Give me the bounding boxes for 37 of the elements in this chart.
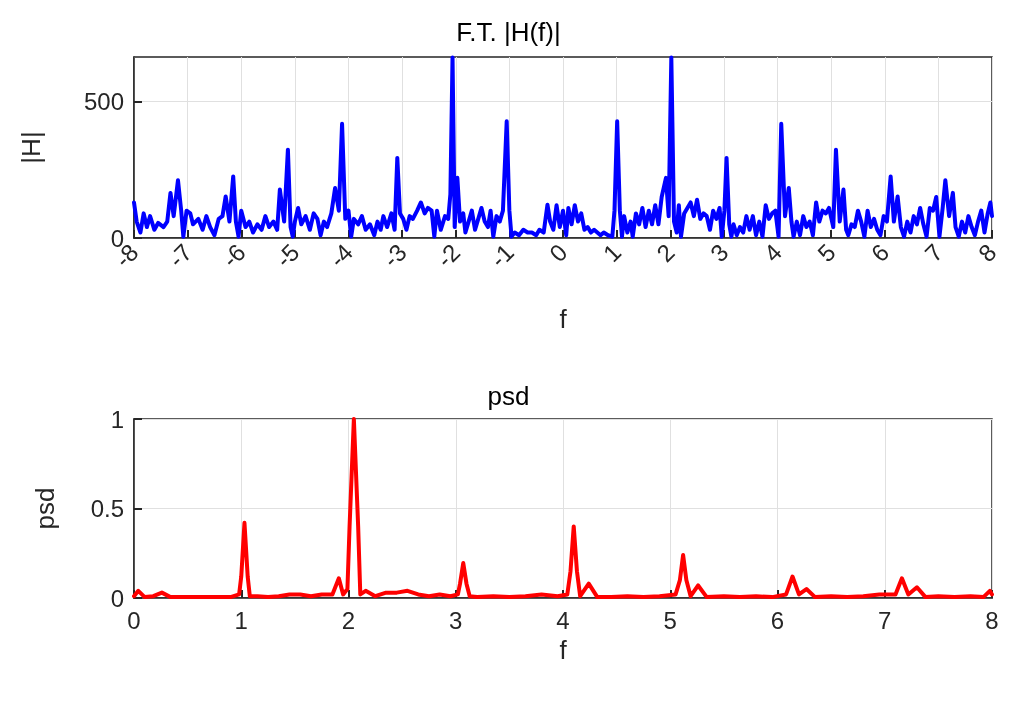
x-axis-title: f [559, 304, 568, 334]
x-tick-label: -7 [163, 238, 198, 273]
x-tick-label: -4 [323, 238, 359, 273]
x-tick-label: -6 [216, 238, 251, 273]
chart-title: psd [487, 381, 530, 411]
x-tick-label: -1 [484, 238, 519, 273]
y-tick-label: 0 [110, 584, 124, 612]
x-tick-label: -5 [270, 238, 305, 273]
x-tick-label: 6 [865, 238, 895, 267]
y-tick-label: 0.5 [90, 495, 124, 522]
y-tick-label: 500 [83, 87, 124, 115]
x-tick-label: 2 [341, 606, 356, 634]
x-tick-label: 8 [985, 606, 999, 634]
x-tick-label: 3 [449, 606, 463, 634]
x-tick-label: 0 [127, 606, 141, 634]
x-tick-label: 2 [651, 238, 680, 267]
x-tick-label: 1 [597, 238, 627, 267]
x-tick-label: 7 [878, 606, 892, 634]
x-tick-label: 8 [973, 238, 1002, 267]
y-axis-title: psd [30, 487, 60, 530]
x-tick-label: -3 [377, 238, 412, 273]
x-axis-title: f [559, 634, 568, 665]
x-tick-label: 4 [758, 238, 788, 267]
chart-title: F.T. |H(f)| [456, 17, 561, 47]
x-tick-label: 4 [556, 606, 570, 634]
y-axis-title: |H| [16, 131, 46, 164]
x-tick-label: 7 [919, 238, 948, 267]
x-tick-label: 5 [663, 606, 677, 634]
x-tick-label: 0 [544, 238, 573, 267]
y-tick-label: 1 [110, 405, 124, 433]
line-series [132, 417, 994, 600]
x-tick-label: 1 [234, 606, 248, 634]
x-tick-label: 6 [770, 606, 785, 634]
x-tick-label: 5 [812, 238, 841, 267]
line-series [132, 55, 994, 239]
x-tick-label: 3 [704, 238, 734, 267]
x-tick-label: -2 [431, 238, 466, 273]
